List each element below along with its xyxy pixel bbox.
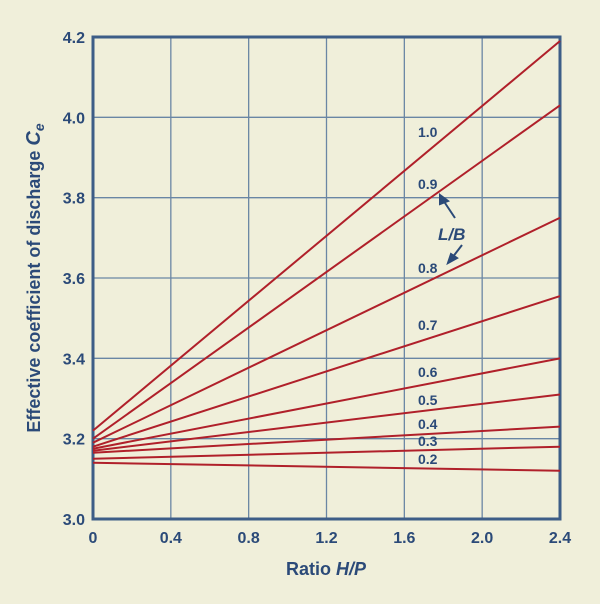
series-line-1.0: [92, 40, 561, 432]
x-tick-label: 2.4: [549, 530, 571, 547]
series-line-0.6: [92, 357, 561, 450]
series-label: 0.5: [418, 392, 438, 408]
x-tick-label: 0.8: [238, 530, 260, 547]
y-tick-label: 3.8: [63, 191, 85, 208]
y-tick-label: 3.2: [63, 432, 85, 449]
tick-labels: 0 0.4 0.8 1.2 1.6 2.0 2.4 3.0 3.2 3.4 3.6 3.8 4.0 4.2: [63, 30, 571, 547]
series-line-0.9: [92, 104, 561, 440]
series-line-0.2: [92, 461, 561, 472]
y-tick-label: 3.6: [63, 271, 85, 288]
y-tick-label: 4.0: [63, 110, 85, 127]
series-line-0.4: [92, 425, 561, 454]
series-label: 0.7: [418, 317, 438, 333]
x-tick-label: 0: [89, 530, 98, 547]
y-axis-label: Effective coefficient of discharge Ce: [23, 123, 47, 433]
x-tick-label: 2.0: [471, 530, 493, 547]
legend-arrows: [439, 193, 463, 266]
legend-title: L/B: [438, 225, 465, 244]
x-axis-label: Ratio H/P: [286, 559, 367, 579]
y-tick-label: 3.0: [63, 512, 85, 529]
series-line-0.7: [92, 295, 561, 448]
series-label: 0.6: [418, 364, 438, 380]
series-label: 0.2: [418, 451, 438, 467]
plot-frame: [91, 35, 562, 521]
series-label: 0.8: [418, 260, 438, 276]
series-label: 1.0: [418, 124, 438, 140]
series-labels: 1.0 0.9 0.8 0.7 0.6 0.5 0.40.3 0.2: [418, 124, 438, 467]
series-line-0.5: [92, 393, 561, 452]
series-line-0.8: [92, 216, 561, 444]
series-lines: [92, 40, 561, 472]
y-tick-label: 3.4: [63, 351, 85, 368]
series-label: 0.9: [418, 176, 438, 192]
grid: [91, 35, 562, 521]
x-tick-label: 1.6: [393, 530, 415, 547]
y-tick-label: 4.2: [63, 30, 85, 47]
series-label: 0.4: [418, 416, 438, 432]
x-tick-label: 1.2: [315, 530, 337, 547]
series-label: 0.3: [418, 433, 438, 449]
series-line-0.3: [92, 445, 561, 460]
x-tick-label: 0.4: [160, 530, 182, 547]
